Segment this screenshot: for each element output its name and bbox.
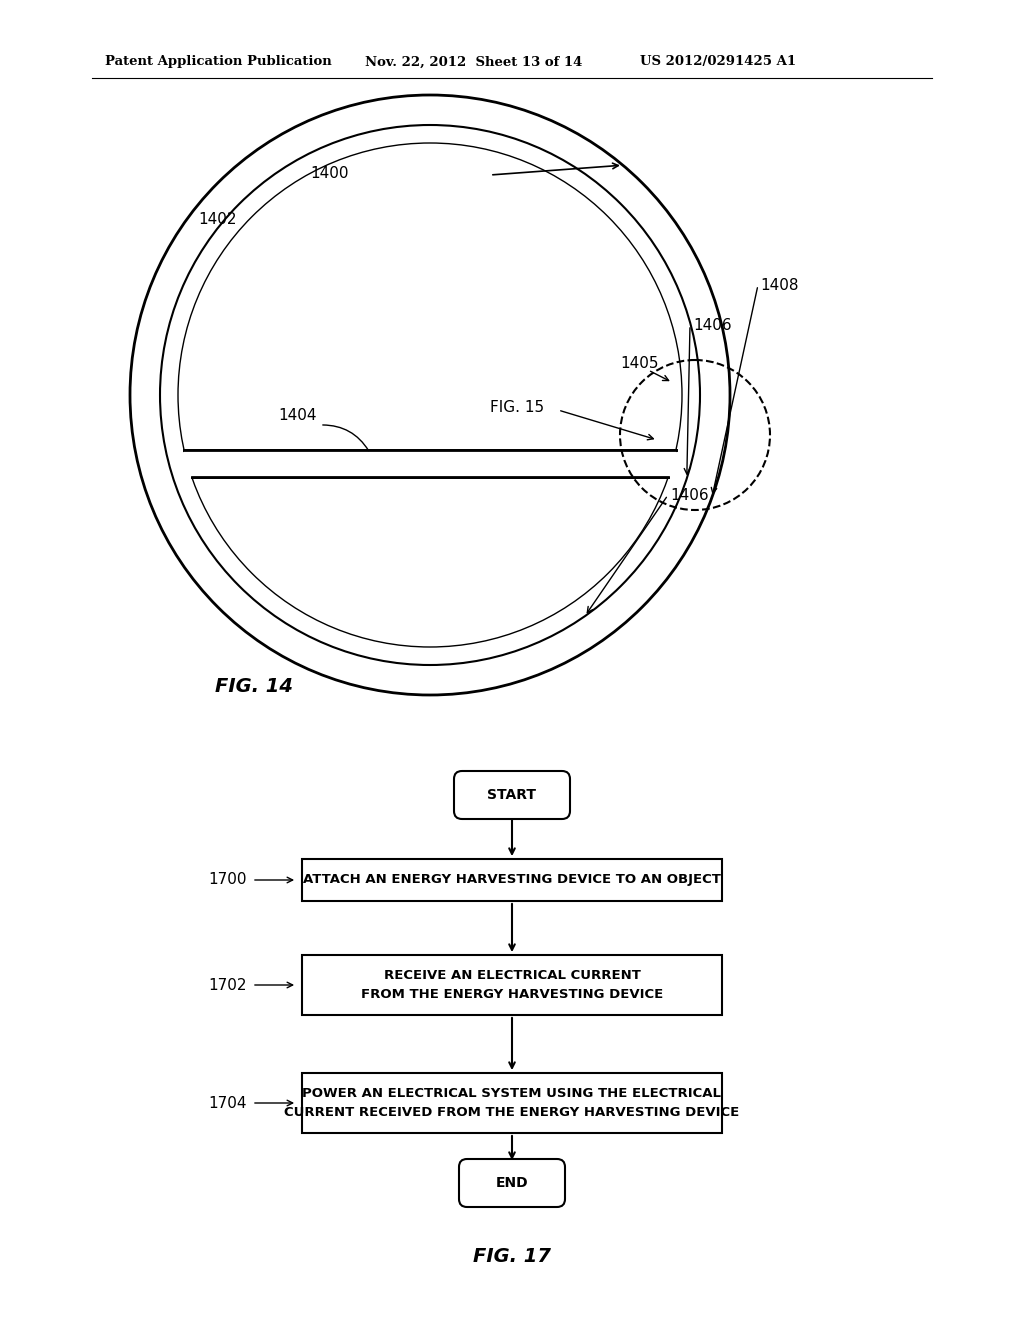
Text: POWER AN ELECTRICAL SYSTEM USING THE ELECTRICAL
CURRENT RECEIVED FROM THE ENERGY: POWER AN ELECTRICAL SYSTEM USING THE ELE… (285, 1086, 739, 1119)
FancyBboxPatch shape (302, 954, 722, 1015)
FancyBboxPatch shape (302, 1073, 722, 1133)
Text: 1404: 1404 (279, 408, 317, 422)
Text: FIG. 14: FIG. 14 (215, 677, 293, 697)
Text: FIG. 15: FIG. 15 (490, 400, 544, 416)
FancyBboxPatch shape (459, 1159, 565, 1206)
Text: 1406: 1406 (693, 318, 731, 333)
Text: START: START (487, 788, 537, 803)
Text: US 2012/0291425 A1: US 2012/0291425 A1 (640, 55, 796, 69)
Text: 1406: 1406 (670, 487, 709, 503)
Text: 1402: 1402 (199, 213, 238, 227)
Text: 1704: 1704 (209, 1096, 247, 1110)
FancyBboxPatch shape (454, 771, 570, 818)
Text: ATTACH AN ENERGY HARVESTING DEVICE TO AN OBJECT: ATTACH AN ENERGY HARVESTING DEVICE TO AN… (303, 874, 721, 887)
FancyBboxPatch shape (184, 450, 676, 477)
Text: 1702: 1702 (209, 978, 247, 993)
Text: 1400: 1400 (310, 165, 349, 181)
FancyBboxPatch shape (302, 859, 722, 902)
Text: 1700: 1700 (209, 873, 247, 887)
Text: FIG. 17: FIG. 17 (473, 1247, 551, 1266)
Text: Nov. 22, 2012  Sheet 13 of 14: Nov. 22, 2012 Sheet 13 of 14 (365, 55, 583, 69)
Text: RECEIVE AN ELECTRICAL CURRENT
FROM THE ENERGY HARVESTING DEVICE: RECEIVE AN ELECTRICAL CURRENT FROM THE E… (360, 969, 664, 1001)
Text: 1405: 1405 (620, 355, 658, 371)
Text: 1408: 1408 (760, 277, 799, 293)
Text: Patent Application Publication: Patent Application Publication (105, 55, 332, 69)
Text: END: END (496, 1176, 528, 1191)
